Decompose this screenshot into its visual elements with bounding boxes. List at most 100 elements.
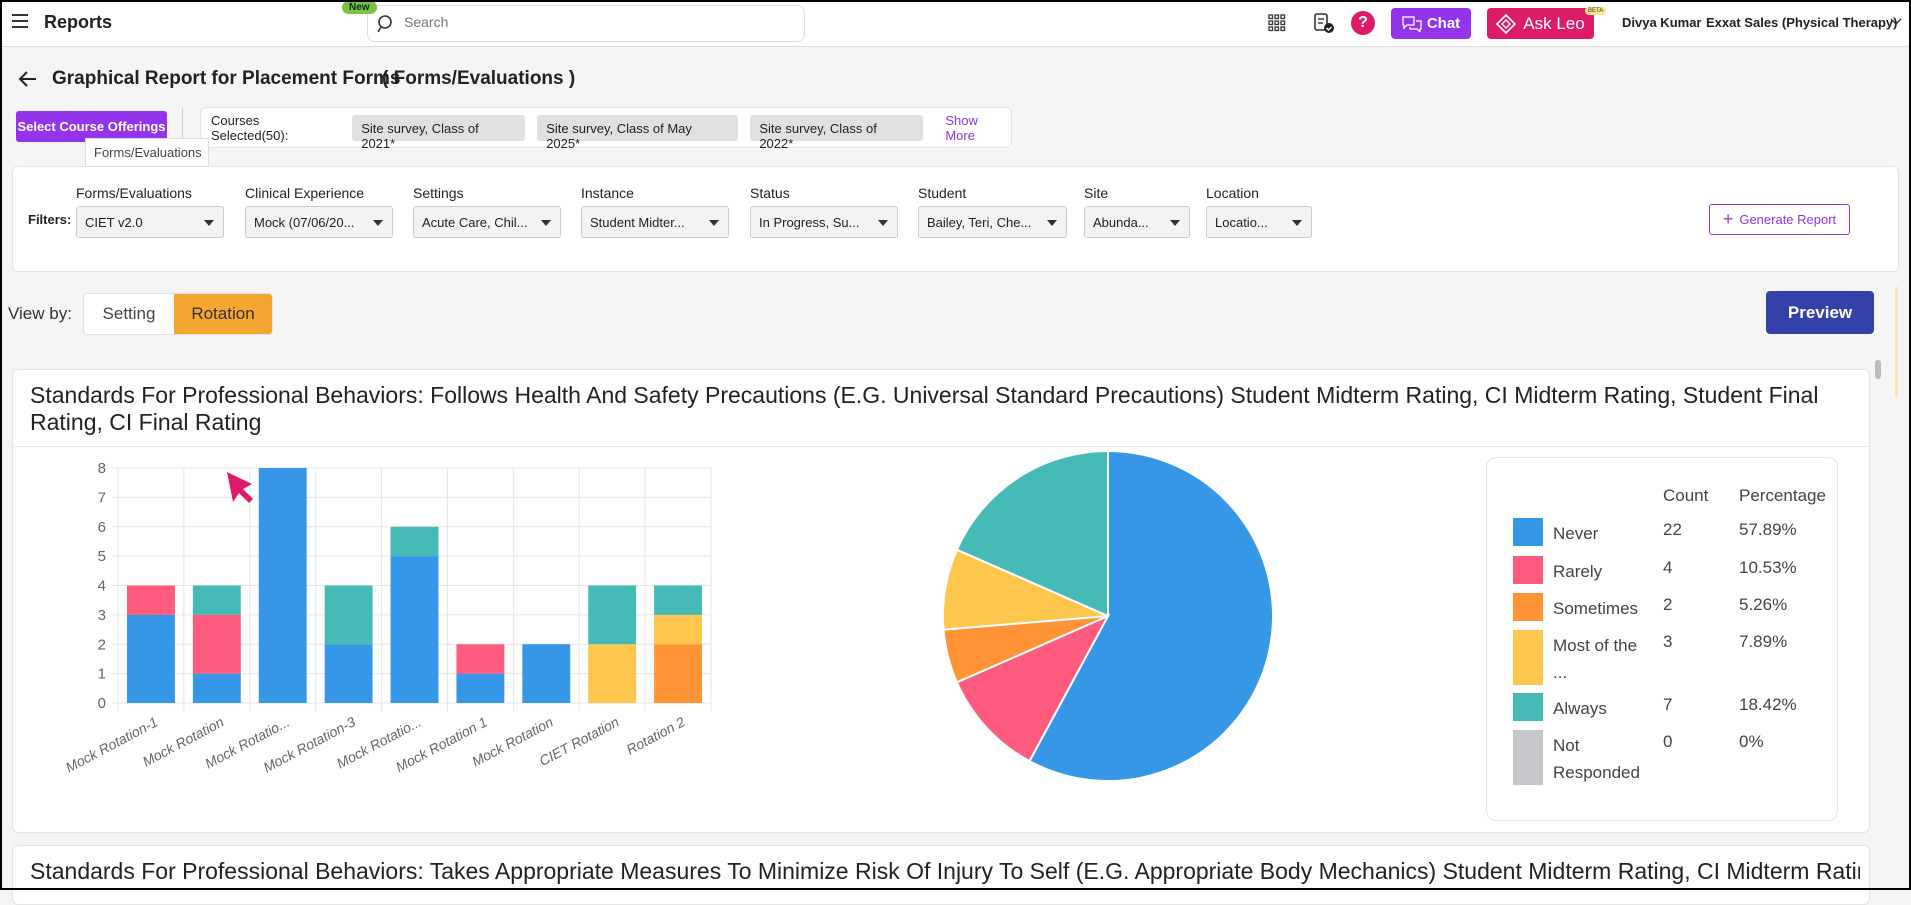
view-option-setting[interactable]: Setting [102, 304, 156, 323]
y-tick-label: 6 [98, 519, 106, 536]
legend-count: 4 [1663, 558, 1673, 577]
help-icon[interactable]: ? [1351, 11, 1375, 35]
filter-dropdown[interactable]: Locatio... [1206, 206, 1312, 238]
bar-segment [522, 644, 571, 703]
filter-dropdown[interactable]: Student Midter... [581, 206, 729, 238]
report-check-icon[interactable] [1313, 12, 1335, 34]
y-tick-label: 4 [98, 578, 106, 595]
filter-dropdown[interactable]: Acute Care, Chil... [413, 206, 561, 238]
view-option-rotation[interactable]: Rotation [174, 294, 272, 334]
y-tick-label: 5 [98, 548, 106, 565]
bar-segment [258, 468, 307, 703]
search-box[interactable] [367, 5, 805, 42]
scrollbar-thumb[interactable] [1875, 360, 1881, 379]
legend-label: Not Responded [1553, 736, 1640, 782]
app-title: Reports [44, 12, 113, 32]
ask-leo-label: Ask Leo [1523, 13, 1585, 33]
filter-dropdown[interactable]: Mock (07/06/20... [245, 206, 393, 238]
pie-slice [1028, 449, 1274, 782]
show-more-link[interactable]: Show More [945, 112, 978, 143]
bar-segment [127, 585, 175, 615]
generate-report-button[interactable]: + Generate Report [1709, 204, 1850, 235]
filter-label: Settings [413, 185, 464, 201]
generate-report-label: Generate Report [1739, 212, 1837, 227]
filter-label: Student [918, 185, 967, 201]
ask-leo-button[interactable]: Ask Leo [1487, 8, 1594, 39]
pie-slice [955, 613, 1111, 763]
legend-swatch [1513, 518, 1543, 546]
menu-icon[interactable] [12, 14, 28, 28]
filter-value: Student Midter... [590, 215, 685, 230]
legend-swatch [1513, 693, 1543, 721]
search-input[interactable] [404, 14, 784, 30]
chevron-down-icon[interactable] [1890, 18, 1902, 26]
filter-value: Locatio... [1215, 215, 1268, 230]
mouse-cursor-icon [227, 472, 253, 503]
leo-logo-icon [1496, 13, 1517, 34]
divider [182, 108, 183, 146]
bar-segment [192, 585, 241, 615]
divider [13, 446, 1869, 447]
filter-label: Location [1206, 185, 1259, 201]
bar-segment [127, 614, 175, 703]
courses-selected-label: Courses Selected(50): [211, 112, 289, 143]
caret-down-icon [878, 220, 888, 226]
filter-dropdown[interactable]: In Progress, Su... [750, 206, 898, 238]
caret-down-icon [1047, 220, 1057, 226]
top-bar: Reports New ? Chat Ask Leo BETA Divya Ku… [0, 0, 1911, 47]
legend-percentage: 10.53% [1739, 558, 1797, 577]
filter-dropdown[interactable]: Abunda... [1084, 206, 1190, 238]
legend-label: Always [1553, 699, 1607, 718]
card-title: Standards For Professional Behaviors: Fo… [30, 382, 1819, 435]
chat-label: Chat [1426, 15, 1461, 32]
bar-segment [456, 644, 505, 674]
y-tick-label: 7 [98, 489, 106, 506]
view-by-label: View by: [8, 304, 72, 323]
user-name: Divya Kumar [1622, 15, 1702, 30]
view-toggle: Setting Rotation [83, 293, 273, 335]
plus-icon: + [1722, 209, 1734, 229]
beta-badge: BETA [1585, 7, 1607, 15]
legend-percentage: 0% [1739, 732, 1764, 751]
filter-label: Instance [581, 185, 634, 201]
select-course-offerings-button[interactable]: Select Course Offerings [16, 111, 167, 142]
legend-count: 3 [1663, 632, 1673, 651]
legend-count: 22 [1663, 520, 1682, 539]
org-name[interactable]: Exxat Sales (Physical Therapy) [1706, 15, 1898, 30]
y-tick-label: 0 [98, 695, 106, 712]
chat-button[interactable]: Chat [1391, 8, 1471, 39]
bar-segment [192, 673, 241, 703]
filter-label: Status [750, 185, 790, 201]
legend-label: Rarely [1553, 562, 1603, 581]
caret-down-icon [541, 220, 551, 226]
caret-down-icon [204, 220, 214, 226]
bar-segment [456, 673, 505, 703]
preview-button[interactable]: Preview [1766, 291, 1874, 334]
courses-selected-box: Courses Selected(50): Site survey, Class… [200, 107, 1012, 151]
y-tick-label: 3 [98, 607, 106, 624]
y-tick-label: 8 [98, 460, 106, 477]
filter-label: Site [1084, 185, 1109, 201]
bar-segment [324, 644, 373, 703]
filter-value: Abunda... [1093, 215, 1149, 230]
filter-value: Bailey, Teri, Che... [927, 215, 1032, 230]
caret-down-icon [373, 220, 383, 226]
legend-percentage: 18.42% [1739, 695, 1797, 714]
y-tick-label: 2 [98, 636, 106, 653]
filter-label: Forms/Evaluations [76, 185, 192, 201]
filter-dropdown[interactable]: Bailey, Teri, Che... [918, 206, 1067, 238]
legend-count: 2 [1663, 595, 1673, 614]
legend-count: 0 [1663, 732, 1673, 751]
legend-label: Never [1553, 524, 1599, 543]
bar-segment [390, 556, 439, 703]
filter-dropdown[interactable]: CIET v2.0 [76, 206, 224, 238]
back-arrow-icon[interactable] [18, 70, 38, 88]
course-chip: Site survey, Class of May 2025* [537, 114, 739, 151]
bar-segment [654, 585, 702, 615]
new-badge: New [342, 1, 377, 14]
apps-grid-icon[interactable] [1268, 14, 1286, 32]
report-card: Standards For Professional Behaviors: Ta… [12, 845, 1870, 905]
legend-percentage: 5.26% [1739, 595, 1788, 614]
caret-down-icon [1292, 220, 1302, 226]
